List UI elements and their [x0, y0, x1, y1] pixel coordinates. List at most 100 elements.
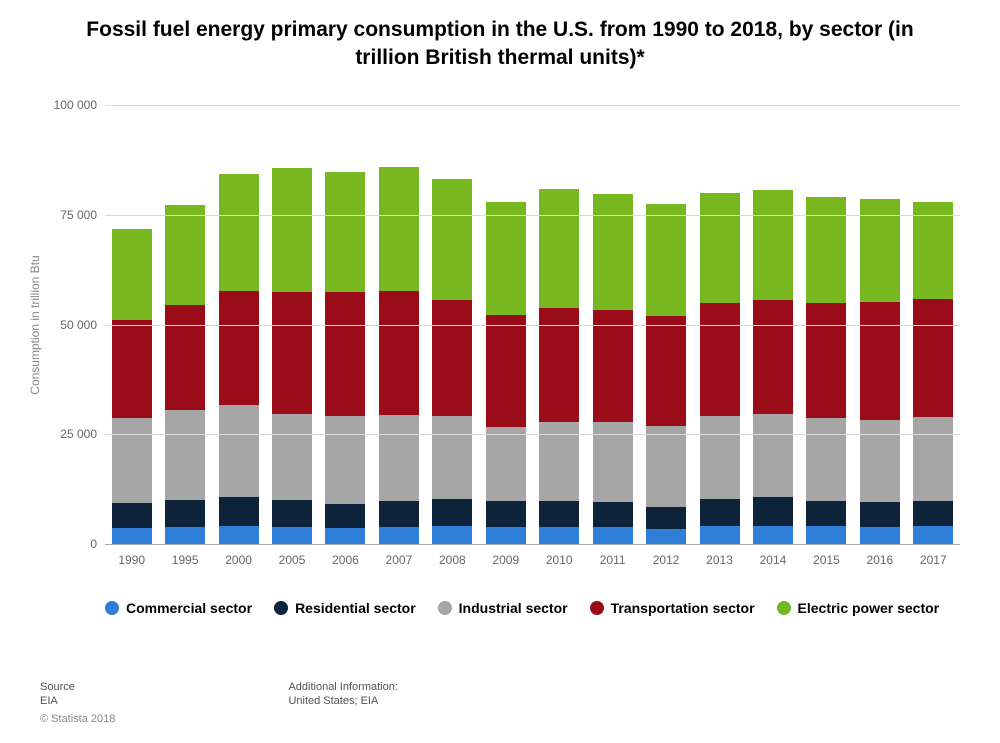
bar-segment-commercial — [753, 526, 793, 544]
x-tick-label: 2017 — [913, 545, 953, 580]
x-tick-label: 1990 — [112, 545, 152, 580]
bar-segment-residential — [486, 501, 526, 527]
bar-segment-electric — [112, 229, 152, 320]
bar-segment-commercial — [486, 527, 526, 544]
legend-item-residential[interactable]: Residential sector — [274, 600, 416, 616]
bar-segment-transportation — [860, 302, 900, 420]
legend-swatch — [590, 601, 604, 615]
bar-segment-electric — [913, 202, 953, 299]
legend-swatch — [438, 601, 452, 615]
bar-segment-commercial — [165, 527, 205, 544]
grid-line — [105, 105, 960, 106]
bar-segment-industrial — [432, 416, 472, 499]
legend-item-electric[interactable]: Electric power sector — [777, 600, 940, 616]
bar-segment-electric — [272, 168, 312, 291]
bar-segment-residential — [112, 503, 152, 528]
bar-segment-commercial — [913, 526, 953, 544]
bar-segment-commercial — [379, 527, 419, 544]
bar-segment-industrial — [165, 410, 205, 500]
bar-segment-electric — [593, 194, 633, 310]
bar-segment-industrial — [806, 418, 846, 501]
grid-line — [105, 434, 960, 435]
bar-segment-industrial — [272, 414, 312, 500]
bar-segment-residential — [700, 499, 740, 526]
bar-segment-residential — [646, 507, 686, 529]
bar-segment-transportation — [486, 315, 526, 427]
bar-segment-residential — [432, 499, 472, 527]
bar-segment-electric — [753, 190, 793, 300]
x-tick-label: 2000 — [219, 545, 259, 580]
x-tick-label: 2006 — [325, 545, 365, 580]
bar-segment-electric — [486, 202, 526, 315]
bar-segment-industrial — [325, 416, 365, 504]
y-axis-label: Consumption in trillion Btu — [28, 255, 42, 394]
bar-segment-commercial — [432, 526, 472, 544]
bar-segment-commercial — [806, 526, 846, 544]
bar-segment-electric — [646, 204, 686, 316]
bar-segment-transportation — [165, 305, 205, 409]
legend-item-industrial[interactable]: Industrial sector — [438, 600, 568, 616]
bar-segment-electric — [379, 167, 419, 291]
bar-segment-industrial — [860, 420, 900, 503]
bar-segment-industrial — [379, 415, 419, 501]
bar-segment-commercial — [539, 527, 579, 544]
y-tick-label: 50 000 — [60, 318, 97, 332]
bar-segment-transportation — [325, 292, 365, 416]
grid-line — [105, 325, 960, 326]
grid-line — [105, 215, 960, 216]
x-axis-ticks: 1990199520002005200620072008200920102011… — [105, 545, 960, 580]
bar-segment-transportation — [379, 291, 419, 416]
x-tick-label: 2012 — [646, 545, 686, 580]
chart-title: Fossil fuel energy primary consumption i… — [0, 0, 1000, 73]
bar-segment-electric — [325, 172, 365, 293]
bar-segment-transportation — [112, 320, 152, 418]
bar-segment-commercial — [700, 526, 740, 544]
bar-segment-residential — [539, 501, 579, 527]
bar-segment-transportation — [753, 300, 793, 414]
legend: Commercial sector Residential sector Indus… — [105, 600, 960, 616]
bar-segment-residential — [272, 500, 312, 527]
bar-segment-commercial — [272, 527, 312, 544]
bar-segment-residential — [593, 502, 633, 527]
x-tick-label: 2014 — [753, 545, 793, 580]
bar-segment-residential — [753, 497, 793, 525]
bar-segment-commercial — [112, 528, 152, 544]
copyright: © Statista 2018 — [40, 713, 115, 725]
x-tick-label: 2016 — [860, 545, 900, 580]
bar-segment-electric — [219, 174, 259, 291]
y-tick-label: 75 000 — [60, 208, 97, 222]
x-tick-label: 2009 — [486, 545, 526, 580]
bar-segment-residential — [325, 504, 365, 528]
bar-segment-electric — [432, 179, 472, 300]
x-tick-label: 2005 — [272, 545, 312, 580]
legend-label: Electric power sector — [798, 600, 940, 616]
bar-segment-residential — [913, 501, 953, 526]
bar-segment-transportation — [806, 303, 846, 418]
x-tick-label: 2010 — [539, 545, 579, 580]
additional-info-header: Additional Information: — [288, 681, 397, 693]
source-header: Source — [40, 681, 115, 693]
bar-segment-electric — [700, 193, 740, 303]
legend-label: Commercial sector — [126, 600, 252, 616]
legend-swatch — [105, 601, 119, 615]
legend-item-commercial[interactable]: Commercial sector — [105, 600, 252, 616]
bar-segment-transportation — [700, 303, 740, 415]
chart-area: Consumption in trillion Btu 025 00050 00… — [105, 105, 960, 580]
x-tick-label: 2007 — [379, 545, 419, 580]
bar-segment-commercial — [860, 527, 900, 544]
x-tick-label: 2011 — [593, 545, 633, 580]
bar-segment-commercial — [646, 529, 686, 544]
legend-item-transportation[interactable]: Transportation sector — [590, 600, 755, 616]
y-tick-label: 25 000 — [60, 427, 97, 441]
bar-segment-transportation — [272, 292, 312, 414]
bar-segment-electric — [806, 197, 846, 303]
bar-segment-residential — [219, 497, 259, 526]
bar-segment-commercial — [325, 528, 365, 544]
bar-segment-transportation — [219, 291, 259, 406]
legend-swatch — [274, 601, 288, 615]
additional-info-value: United States; EIA — [288, 695, 397, 707]
bar-segment-industrial — [219, 405, 259, 497]
bar-segment-residential — [379, 501, 419, 527]
plot-region: Consumption in trillion Btu 025 00050 00… — [105, 105, 960, 545]
x-tick-label: 2008 — [432, 545, 472, 580]
